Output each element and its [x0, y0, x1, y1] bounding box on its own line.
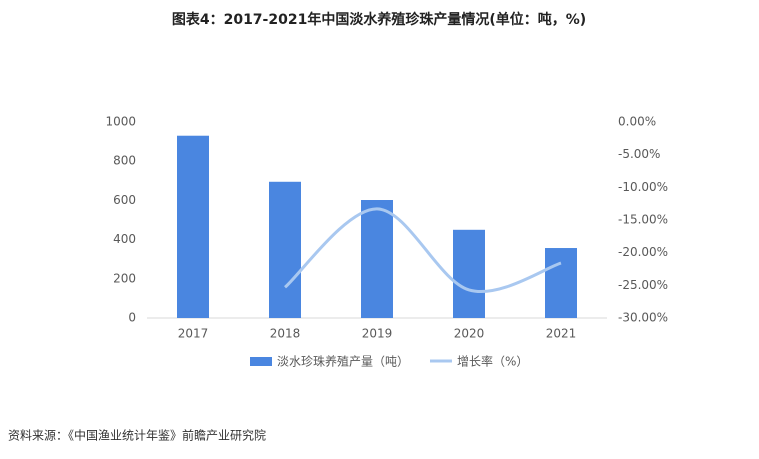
x-tick-label: 2020	[454, 327, 485, 341]
x-tick-label: 2018	[270, 327, 301, 341]
y2-tick-label: -25.00%	[618, 278, 668, 292]
x-tick-label: 2019	[362, 327, 393, 341]
y-tick-label: 1000	[105, 115, 136, 129]
y-tick-label: 800	[113, 154, 136, 168]
y-tick-label: 400	[113, 232, 136, 246]
y2-tick-label: -5.00%	[618, 147, 660, 161]
bar	[453, 229, 485, 318]
x-tick-label: 2017	[178, 327, 209, 341]
chart-title: 图表4：2017-2021年中国淡水养殖珍珠产量情况(单位：吨，%)	[172, 11, 586, 28]
y2-tick-label: -30.00%	[618, 311, 668, 325]
growth-line	[284, 207, 562, 293]
y-tick-label: 0	[128, 311, 136, 325]
y2-tick-label: -10.00%	[618, 180, 668, 194]
y-tick-label: 600	[113, 193, 136, 207]
y2-tick-label: -15.00%	[618, 213, 668, 227]
bar	[545, 248, 577, 318]
y2-tick-label: 0.00%	[618, 115, 656, 129]
y2-tick-label: -20.00%	[618, 245, 668, 259]
source-note: 资料来源：《中国渔业统计年鉴》前瞻产业研究院	[8, 428, 266, 443]
legend-label: 增长率（%）	[457, 354, 528, 369]
x-tick-label: 2021	[546, 327, 577, 341]
bar	[361, 200, 393, 318]
y-tick-label: 200	[113, 271, 136, 285]
bar	[269, 181, 301, 318]
bar	[177, 135, 209, 318]
legend-label: 淡水珍珠养殖产量（吨）	[277, 354, 409, 369]
legend-swatch	[250, 357, 272, 366]
